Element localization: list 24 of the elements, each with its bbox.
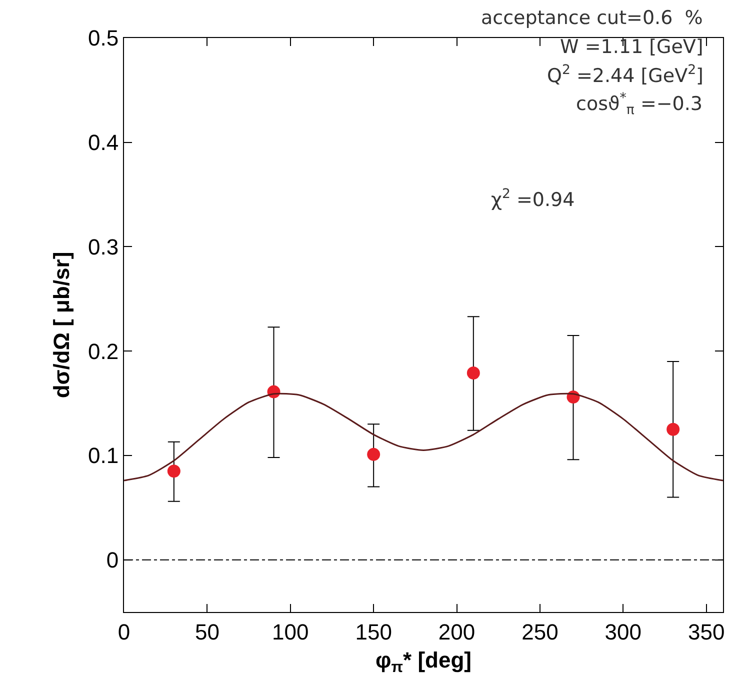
annotation: W =1.11 [GeV]	[560, 36, 704, 58]
x-tick-label: 250	[522, 619, 558, 644]
x-tick-label: 150	[355, 619, 392, 644]
point	[666, 422, 680, 436]
x-tick-label: 350	[688, 619, 725, 644]
y-tick-label: 0.1	[88, 443, 119, 468]
point	[167, 464, 180, 478]
x-axis-title: φ$_{π}$* [deg]	[376, 647, 472, 676]
x-tick-label: 300	[604, 619, 642, 644]
x-tick-label: 200	[438, 619, 476, 644]
text: acceptance cut=0.6 %	[481, 7, 703, 29]
y-tick-label: 0.5	[88, 26, 119, 51]
point	[367, 448, 380, 461]
point	[466, 366, 480, 380]
y-tick-label: 0.2	[88, 338, 119, 364]
annotation: cosϑ$^{*}$$_{π}$ =−0.3	[576, 91, 703, 118]
y-tick-label: 0.4	[88, 130, 119, 156]
y-tick-label: 0	[106, 548, 119, 573]
y-tick-label: 0.3	[88, 234, 119, 260]
x-tick-label: 100	[272, 619, 309, 644]
y-axis-title: dσ/dΩ [ μb/sr]	[48, 252, 74, 398]
annotation: χ$^{2}$ =0.94	[491, 187, 575, 211]
annotation: Q$^{2}$ =2.44 [GeV$^{2}$]	[547, 63, 704, 87]
x-tick-label: 50	[194, 619, 220, 644]
